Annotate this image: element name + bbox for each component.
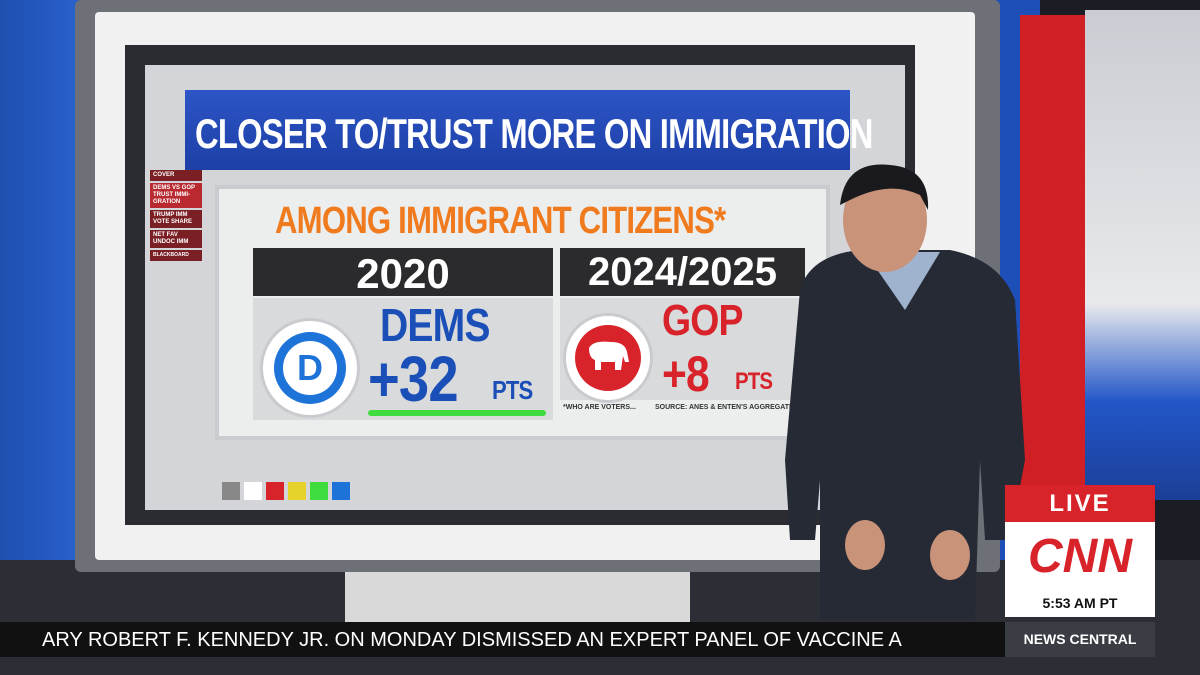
footnote: *WHO ARE VOTERS... <box>563 404 636 411</box>
party: GOP <box>662 296 743 345</box>
margin: +8 <box>662 346 710 402</box>
title: CLOSER TO/TRUST MORE ON IMMIGRATION <box>195 110 873 157</box>
show-name: NEWS CENTRAL <box>1005 622 1155 657</box>
color-swatch[interactable] <box>266 482 284 500</box>
elephant <box>589 341 629 370</box>
title-bar <box>185 90 850 170</box>
color-swatch[interactable] <box>288 482 306 500</box>
network-logo: CNN <box>1005 522 1155 592</box>
sidebar-item[interactable]: TRUMP IMM VOTE SHARE <box>150 210 202 228</box>
presenter <box>785 164 1025 620</box>
year: 2024/2025 <box>587 250 778 294</box>
toolbar <box>222 482 350 500</box>
clock: 5:53 AM PT <box>1005 592 1155 617</box>
highlight-stroke <box>368 410 546 416</box>
color-swatch[interactable] <box>244 482 262 500</box>
color-swatch[interactable] <box>332 482 350 500</box>
dem-logo-letter: D <box>283 341 337 395</box>
year-bar <box>560 248 805 296</box>
unit: PTS <box>735 368 773 395</box>
sidebar-item[interactable]: COVER <box>150 170 202 181</box>
sidebar-item[interactable]: NET FAV UNDOC IMM <box>150 230 202 248</box>
party: DEMS <box>380 299 490 351</box>
white-house-panel <box>1085 10 1200 500</box>
subtitle: AMONG IMMIGRANT CITIZENS* <box>275 200 726 242</box>
margin: +32 <box>368 343 459 415</box>
sidebar-item[interactable]: BLACKBOARD <box>150 250 202 261</box>
sidebar: COVER DEMS VS GOP TRUST IMMI-GRATION TRU… <box>150 170 202 263</box>
color-swatch[interactable] <box>310 482 328 500</box>
live-badge: LIVE <box>1005 485 1155 522</box>
tool[interactable] <box>222 482 240 500</box>
sidebar-item[interactable]: DEMS VS GOP TRUST IMMI-GRATION <box>150 183 202 208</box>
source: SOURCE: ANES & ENTEN'S AGGREGATE <box>655 404 794 411</box>
year-bar <box>253 248 553 296</box>
year: 2020 <box>356 250 450 297</box>
ticker-bar <box>0 622 1005 657</box>
ticker: ARY ROBERT F. KENNEDY JR. ON MONDAY DISM… <box>42 629 902 651</box>
unit: PTS <box>492 375 533 405</box>
